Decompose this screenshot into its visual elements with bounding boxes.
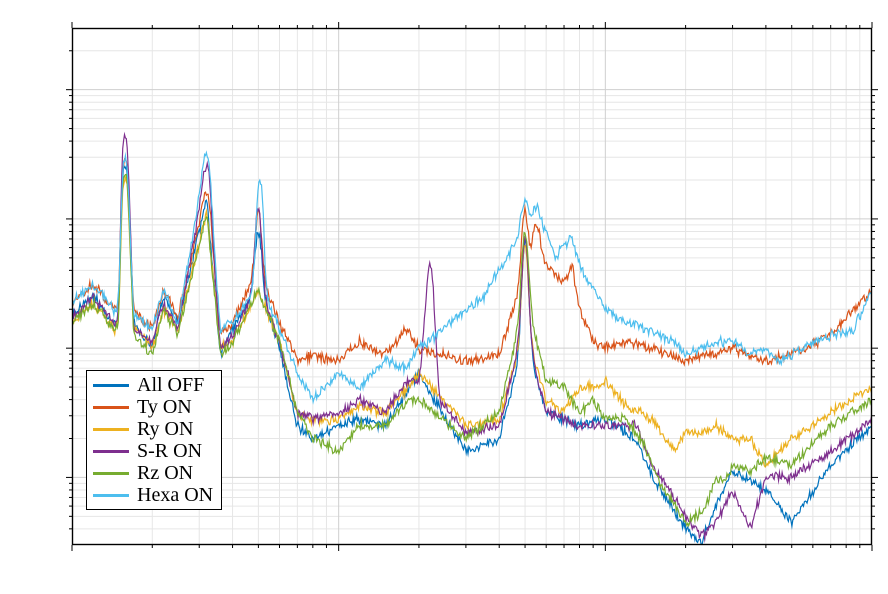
legend-label: Ty ON bbox=[137, 396, 192, 419]
legend-row-ry_on: Ry ON bbox=[93, 418, 213, 440]
legend-swatch bbox=[93, 472, 129, 475]
legend-swatch bbox=[93, 494, 129, 497]
legend-label: S-R ON bbox=[137, 440, 202, 463]
legend-row-ty_on: Ty ON bbox=[93, 396, 213, 418]
legend-label: All OFF bbox=[137, 374, 204, 397]
legend-label: Ry ON bbox=[137, 418, 193, 441]
legend-swatch bbox=[93, 406, 129, 409]
chart-container: All OFFTy ONRy ONS-R ONRz ONHexa ON bbox=[0, 0, 888, 594]
legend: All OFFTy ONRy ONS-R ONRz ONHexa ON bbox=[86, 370, 222, 510]
legend-row-all_off: All OFF bbox=[93, 374, 213, 396]
legend-row-sr_on: S-R ON bbox=[93, 440, 213, 462]
legend-row-rz_on: Rz ON bbox=[93, 462, 213, 484]
legend-label: Hexa ON bbox=[137, 484, 213, 507]
legend-row-hexa_on: Hexa ON bbox=[93, 484, 213, 506]
legend-swatch bbox=[93, 450, 129, 453]
legend-swatch bbox=[93, 384, 129, 387]
legend-label: Rz ON bbox=[137, 462, 193, 485]
legend-swatch bbox=[93, 428, 129, 431]
